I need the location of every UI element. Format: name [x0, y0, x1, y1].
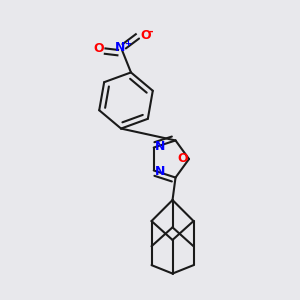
Text: N: N [115, 41, 126, 54]
Text: O: O [140, 29, 151, 42]
Text: N: N [154, 140, 165, 152]
Text: +: + [124, 39, 131, 48]
Text: -: - [148, 26, 153, 36]
Text: O: O [94, 42, 104, 55]
Text: O: O [177, 152, 188, 165]
Text: N: N [154, 166, 165, 178]
